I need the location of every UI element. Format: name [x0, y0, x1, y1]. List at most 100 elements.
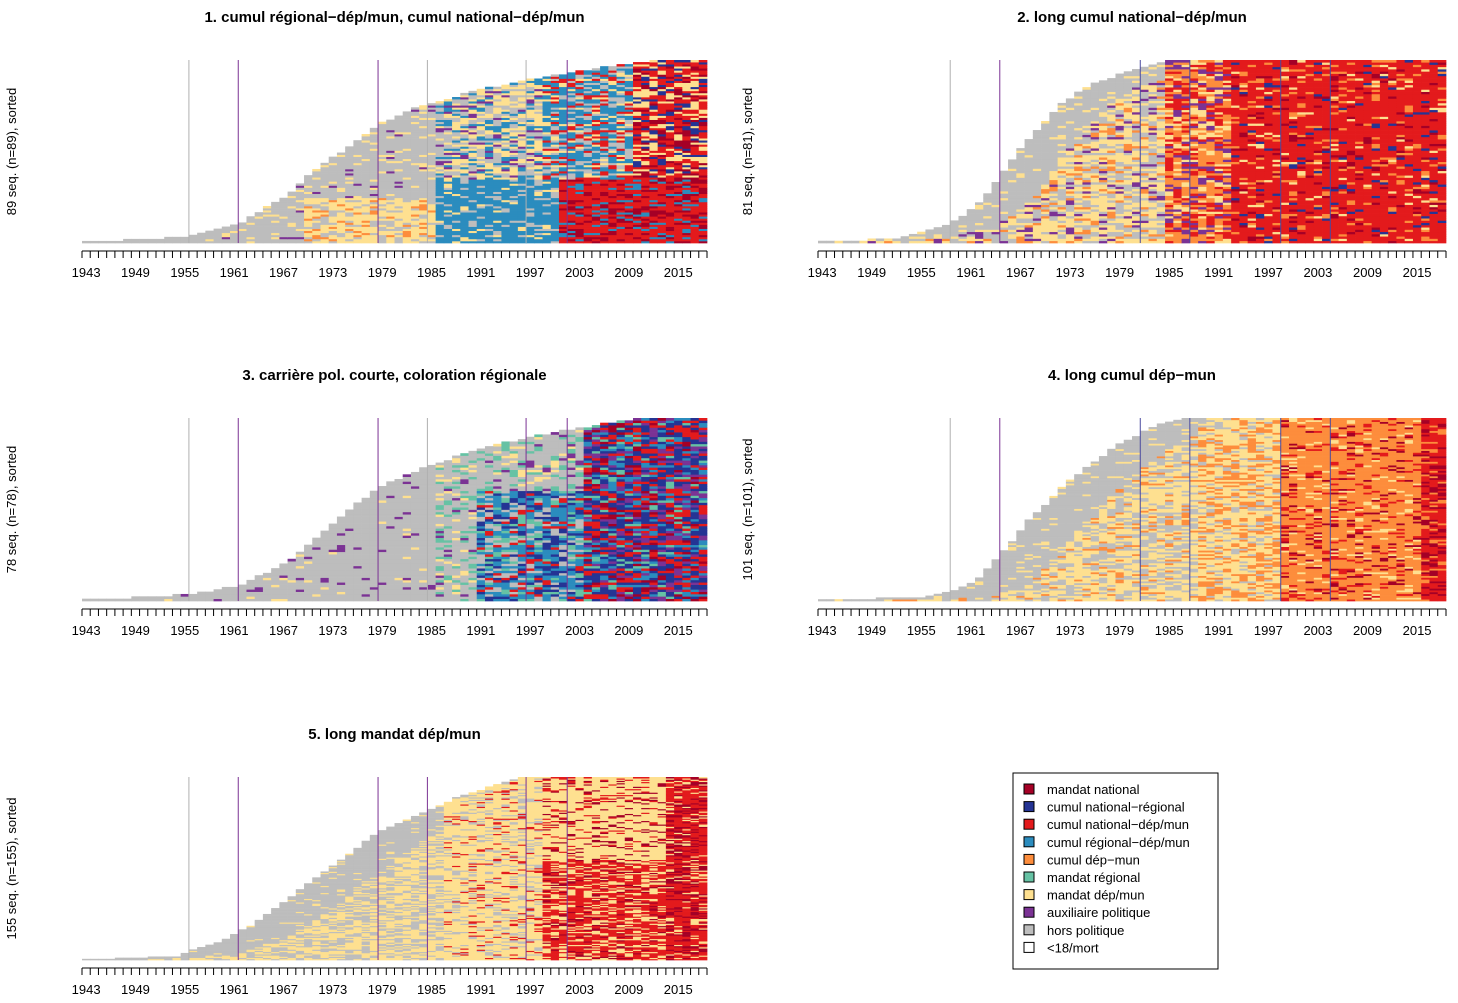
sequence-cell — [386, 126, 395, 128]
sequence-cell — [427, 169, 436, 171]
sequence-cell — [1016, 218, 1025, 221]
sequence-cell — [469, 109, 478, 111]
sequence-cell — [403, 210, 412, 212]
sequence-cell — [592, 222, 601, 224]
sequence-cell — [543, 239, 552, 241]
sequence-cell — [1239, 225, 1248, 228]
sequence-cell — [1182, 238, 1191, 241]
sequence-cell — [320, 208, 329, 210]
sequence-cell — [477, 206, 486, 208]
sequence-cell — [320, 212, 329, 214]
sequence-cell — [608, 183, 617, 185]
sequence-cell — [543, 83, 552, 85]
sequence-cell — [1413, 227, 1422, 230]
sequence-cell — [633, 109, 642, 111]
sequence-cell — [1372, 202, 1381, 205]
sequence-cell — [485, 179, 494, 181]
sequence-cell — [682, 148, 691, 150]
sequence-cell — [320, 190, 329, 192]
sequence-cell — [403, 167, 412, 169]
sequence-cell — [452, 150, 461, 152]
sequence-cell — [1380, 211, 1389, 214]
sequence-cell — [1157, 211, 1166, 214]
sequence-cell — [501, 239, 510, 241]
sequence-cell — [1289, 211, 1298, 214]
sequence-cell — [567, 83, 576, 85]
sequence-cell — [1033, 207, 1042, 210]
sequence-cell — [460, 165, 469, 167]
sequence-cell — [608, 91, 617, 93]
sequence-cell — [682, 218, 691, 220]
sequence-cell — [1264, 241, 1273, 244]
sequence-cell — [868, 241, 877, 244]
sequence-cell — [1231, 202, 1240, 205]
sequence-cell — [575, 155, 584, 157]
sequence-cell — [666, 169, 675, 171]
sequence-cell — [559, 93, 568, 95]
sequence-cell — [649, 185, 658, 187]
sequence-cell — [649, 136, 658, 138]
sequence-cell — [1190, 202, 1199, 205]
sequence-cell — [403, 181, 412, 183]
sequence-cell — [378, 196, 387, 198]
sequence-cell — [296, 229, 305, 231]
sequence-cell — [1165, 211, 1174, 214]
sequence-cell — [682, 181, 691, 183]
sequence-cell — [691, 118, 700, 120]
sequence-cell — [625, 210, 634, 212]
sequence-cell — [370, 233, 379, 235]
sequence-cell — [617, 218, 626, 220]
sequence-cell — [567, 194, 576, 196]
sequence-cell — [378, 200, 387, 202]
sequence-cell — [436, 175, 445, 177]
sequence-cell — [501, 192, 510, 194]
sequence-cell — [419, 206, 428, 208]
sequence-cell — [592, 231, 601, 233]
sequence-cell — [378, 210, 387, 212]
sequence-cell — [600, 101, 609, 103]
sequence-cell — [526, 111, 535, 113]
sequence-cell — [1082, 211, 1091, 214]
sequence-cell — [1289, 214, 1298, 217]
sequence-cell — [666, 116, 675, 118]
sequence-cell — [559, 173, 568, 175]
sequence-cell — [411, 157, 420, 159]
sequence-cell — [1388, 223, 1397, 226]
sequence-cell — [510, 89, 519, 91]
sequence-cell — [1314, 241, 1323, 244]
sequence-cell — [592, 150, 601, 152]
sequence-cell — [699, 101, 708, 103]
sequence-cell — [378, 171, 387, 173]
sequence-cell — [386, 241, 395, 243]
sequence-cell — [1297, 238, 1306, 241]
sequence-cell — [403, 222, 412, 224]
sequence-cell — [649, 118, 658, 120]
sequence-cell — [901, 236, 910, 239]
sequence-cell — [1380, 223, 1389, 226]
sequence-cell — [682, 171, 691, 173]
sequence-cell — [674, 204, 683, 206]
sequence-cell — [625, 134, 634, 136]
sequence-cell — [370, 169, 379, 171]
sequence-cell — [337, 157, 346, 159]
sequence-cell — [551, 105, 560, 107]
sequence-cell — [1380, 220, 1389, 223]
sequence-cell — [551, 97, 560, 99]
sequence-cell — [1396, 229, 1405, 232]
sequence-cell — [345, 175, 354, 177]
sequence-cell — [658, 99, 667, 101]
sequence-cell — [518, 105, 527, 107]
sequence-cell — [1099, 205, 1108, 208]
sequence-cell — [625, 208, 634, 210]
sequence-cell — [411, 198, 420, 200]
sequence-cell — [1264, 232, 1273, 235]
sequence-cell — [452, 218, 461, 220]
sequence-cell — [567, 87, 576, 89]
sequence-cell — [271, 206, 280, 208]
sequence-cell — [526, 161, 535, 163]
sequence-cell — [526, 175, 535, 177]
sequence-cell — [559, 161, 568, 163]
sequence-cell — [444, 103, 453, 105]
sequence-cell — [427, 183, 436, 185]
sequence-cell — [567, 148, 576, 150]
